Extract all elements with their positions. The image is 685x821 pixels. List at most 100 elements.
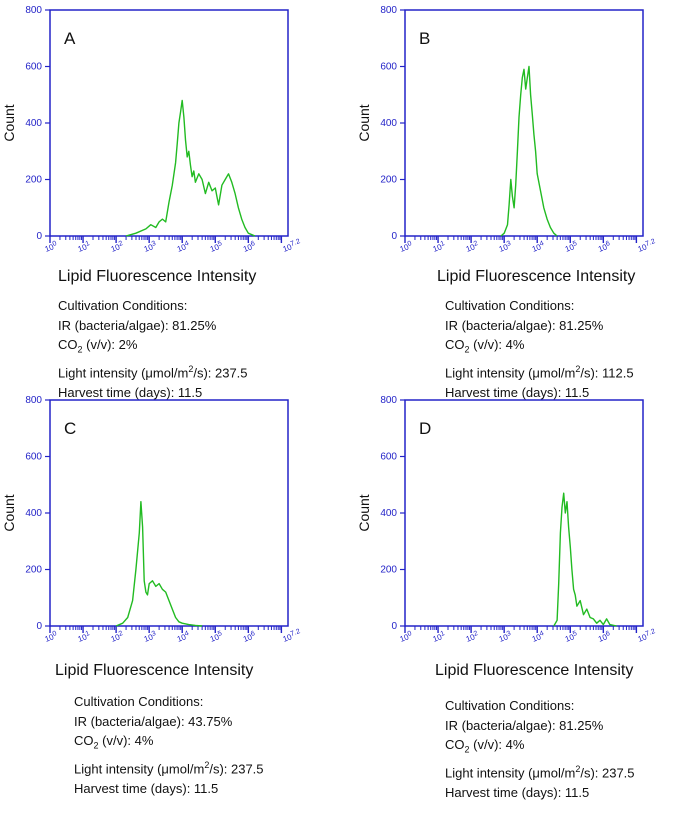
y-axis-title: Count [1,104,17,141]
x-tick-label: 104 [530,240,546,254]
cultivation-conditions: Cultivation Conditions: IR (bacteria/alg… [58,296,248,402]
histogram-chart-b: 0 200 400 600 800 100 101 102 103 104 105 106 107.2 C… [356,5,657,254]
condition-light: Light intensity (μmol/m2/s): 237.5 [74,760,264,777]
y-axis-title: Count [356,104,372,141]
y-axis-title: Count [1,494,17,531]
plot-frame [49,399,289,627]
x-tick-label: 103 [142,630,158,644]
y-tick-label: 600 [380,62,397,73]
histogram-chart-d: 0 200 400 600 800 100 101 102 103 104 105 106 107.2 C… [356,395,657,644]
y-tick-label: 400 [380,118,397,129]
x-tick-label: 107.2 [636,238,657,254]
x-tick-label: 101 [431,240,447,254]
conditions-heading: Cultivation Conditions: [74,694,204,709]
y-tick-label: 800 [25,5,42,16]
y-tick-label: 400 [380,508,397,519]
series-line [553,492,617,627]
panel-letter: B [419,29,430,48]
y-tick-label: 200 [25,565,42,576]
x-tick-label: 105 [564,240,580,254]
x-tick-label: 102 [464,630,480,644]
x-tick-label: 104 [530,630,546,644]
y-axis-title: Count [356,494,372,531]
x-tick-label: 105 [209,240,225,254]
x-tick-label: 106 [597,630,613,644]
x-tick-label: 100 [43,240,59,254]
y-tick-label: 200 [380,175,397,186]
condition-ir: IR (bacteria/algae): 43.75% [74,713,233,729]
x-axis-title: Lipid Fluorescence Intensity [435,662,634,679]
x-tick-label: 101 [76,240,92,254]
x-tick-label: 103 [497,630,513,644]
y-tick-label: 200 [380,565,397,576]
condition-harvest: Harvest time (days): 11.5 [74,780,219,796]
cultivation-conditions: Cultivation Conditions: IR (bacteria/alg… [74,692,264,798]
series-line [500,65,558,237]
condition-co2: CO2 (v/v): 2% [58,337,138,355]
y-tick-label: 600 [25,62,42,73]
condition-light: Light intensity (μmol/m2/s): 112.5 [445,364,634,381]
x-tick-label: 100 [398,240,414,254]
y-tick-label: 800 [25,395,42,406]
y-tick-label: 200 [25,175,42,186]
x-tick-label: 103 [142,240,158,254]
y-tick-label: 0 [391,621,397,632]
x-tick-label: 106 [242,630,258,644]
x-tick-label: 107.2 [281,238,302,254]
x-tick-label: 100 [398,630,414,644]
panel-letter: C [64,419,76,438]
y-tick-label: 0 [36,231,42,242]
condition-ir: IR (bacteria/algae): 81.25% [445,317,604,333]
x-axis-title: Lipid Fluorescence Intensity [437,268,636,285]
plot-frame [404,9,644,237]
histogram-chart-c: 0 200 400 600 800 100 101 102 103 104 105 106 107.2 C… [1,395,302,644]
y-tick-label: 400 [25,508,42,519]
x-tick-label: 102 [109,240,125,254]
condition-harvest: Harvest time (days): 11.5 [58,384,203,400]
x-tick-label: 100 [43,630,59,644]
x-tick-label: 103 [497,240,513,254]
y-tick-label: 0 [391,231,397,242]
histogram-chart-a: 0 200 400 600 800 100 101 102 103 104 105 106 107.2 C… [1,5,302,254]
x-axis-title: Lipid Fluorescence Intensity [55,662,254,679]
condition-co2: CO2 (v/v): 4% [445,737,525,755]
plot-frame [404,399,644,627]
conditions-heading: Cultivation Conditions: [445,298,575,313]
panel-letter: A [64,29,76,48]
series-line [125,99,256,237]
y-tick-label: 600 [25,452,42,463]
x-tick-label: 102 [109,630,125,644]
y-tick-label: 0 [36,621,42,632]
x-tick-label: 102 [464,240,480,254]
panel-letter: D [419,419,431,438]
condition-ir: IR (bacteria/algae): 81.25% [58,317,217,333]
x-tick-label: 101 [431,630,447,644]
condition-light: Light intensity (μmol/m2/s): 237.5 [445,764,635,781]
condition-ir: IR (bacteria/algae): 81.25% [445,717,604,733]
x-tick-label: 105 [564,630,580,644]
x-tick-label: 106 [597,240,613,254]
y-tick-label: 600 [380,452,397,463]
conditions-heading: Cultivation Conditions: [58,298,188,313]
cultivation-conditions: Cultivation Conditions: IR (bacteria/alg… [445,296,634,402]
condition-harvest: Harvest time (days): 11.5 [445,384,590,400]
condition-light: Light intensity (μmol/m2/s): 237.5 [58,364,248,381]
condition-co2: CO2 (v/v): 4% [445,337,525,355]
cultivation-conditions: Cultivation Conditions: IR (bacteria/alg… [445,696,635,802]
panel-b: 0 200 400 600 800 100 101 102 103 104 105 106 107.2 C… [355,0,685,400]
y-tick-label: 800 [380,5,397,16]
y-tick-label: 800 [380,395,397,406]
x-tick-label: 107.2 [281,628,302,644]
x-axis-title: Lipid Fluorescence Intensity [58,268,257,285]
conditions-heading: Cultivation Conditions: [445,698,575,713]
condition-harvest: Harvest time (days): 11.5 [445,784,590,800]
x-tick-label: 107.2 [636,628,657,644]
x-tick-label: 104 [175,240,191,254]
y-tick-label: 400 [25,118,42,129]
x-tick-label: 101 [76,630,92,644]
panel-d: 0 200 400 600 800 100 101 102 103 104 105 106 107.2 C… [355,390,685,800]
x-tick-label: 105 [209,630,225,644]
panel-a: 0 200 400 600 800 100 101 102 103 104 105 106 107.2 C… [0,0,330,400]
x-tick-label: 106 [242,240,258,254]
x-tick-label: 104 [175,630,191,644]
